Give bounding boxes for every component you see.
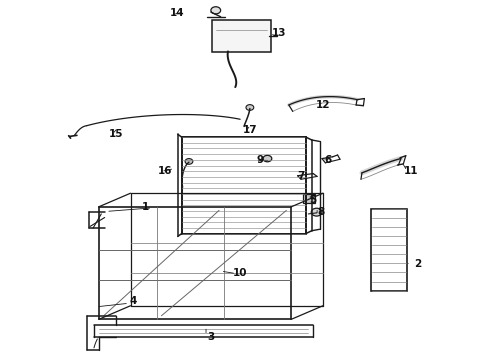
Text: 2: 2 bbox=[415, 259, 421, 269]
Circle shape bbox=[311, 208, 322, 216]
Circle shape bbox=[211, 7, 220, 14]
Text: 5: 5 bbox=[310, 195, 317, 204]
Text: 12: 12 bbox=[316, 100, 330, 110]
FancyBboxPatch shape bbox=[303, 194, 315, 203]
Text: 7: 7 bbox=[297, 171, 305, 181]
Text: 16: 16 bbox=[157, 166, 172, 176]
Text: 15: 15 bbox=[109, 129, 123, 139]
Text: 8: 8 bbox=[317, 207, 324, 217]
Text: 11: 11 bbox=[403, 166, 418, 176]
Text: 1: 1 bbox=[142, 202, 149, 212]
Text: 10: 10 bbox=[233, 268, 247, 278]
Text: 6: 6 bbox=[324, 156, 331, 165]
FancyBboxPatch shape bbox=[212, 20, 271, 53]
Text: 17: 17 bbox=[243, 125, 257, 135]
Circle shape bbox=[185, 158, 193, 164]
Circle shape bbox=[263, 156, 272, 162]
Text: 9: 9 bbox=[256, 156, 263, 165]
Text: 13: 13 bbox=[272, 28, 286, 38]
Text: 14: 14 bbox=[170, 8, 184, 18]
Text: 3: 3 bbox=[207, 332, 215, 342]
Text: 4: 4 bbox=[129, 296, 137, 306]
Circle shape bbox=[246, 105, 254, 111]
